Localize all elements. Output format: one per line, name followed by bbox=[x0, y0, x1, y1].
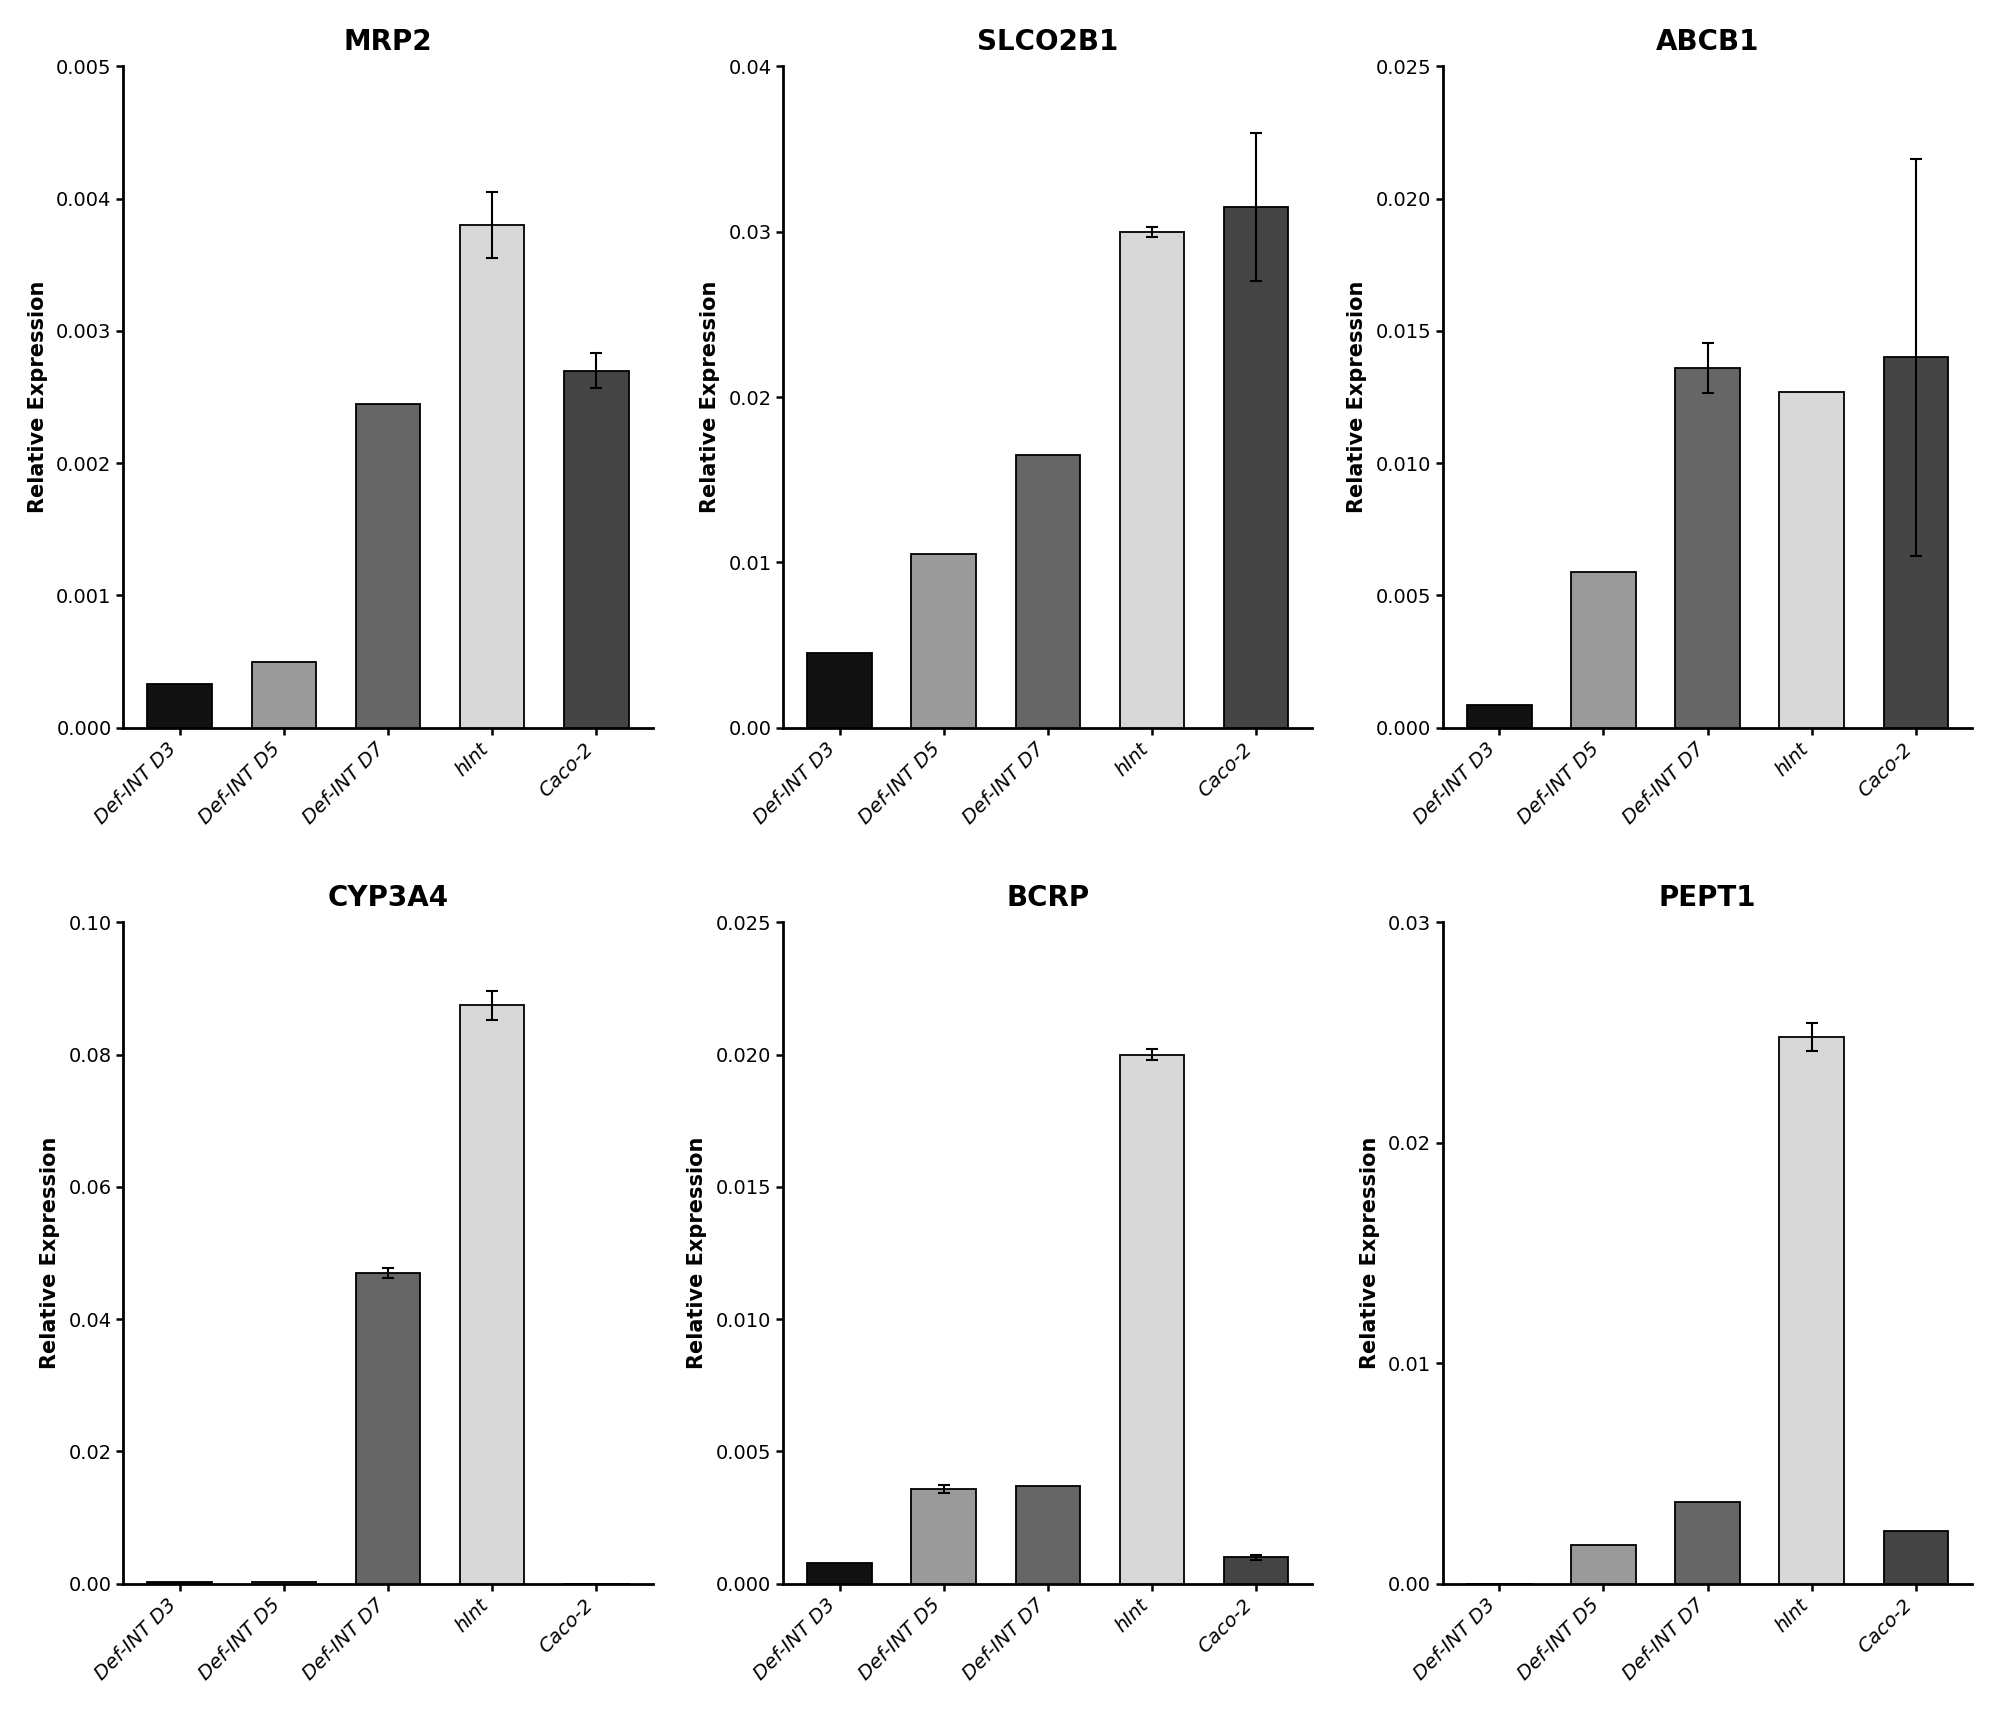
Title: PEPT1: PEPT1 bbox=[1658, 883, 1756, 912]
Y-axis label: Relative Expression: Relative Expression bbox=[1360, 1137, 1380, 1370]
Bar bbox=[1120, 231, 1184, 728]
Bar bbox=[1468, 705, 1532, 728]
Bar bbox=[1676, 1501, 1740, 1584]
Bar bbox=[808, 1563, 872, 1584]
Bar bbox=[912, 555, 976, 728]
Bar bbox=[912, 1488, 976, 1584]
Y-axis label: Relative Expression: Relative Expression bbox=[40, 1137, 60, 1370]
Bar bbox=[252, 661, 316, 728]
Bar bbox=[148, 685, 212, 728]
Title: BCRP: BCRP bbox=[1006, 883, 1090, 912]
Bar bbox=[808, 654, 872, 728]
Bar bbox=[1016, 1486, 1080, 1584]
Bar bbox=[1884, 1531, 1948, 1584]
Title: CYP3A4: CYP3A4 bbox=[328, 883, 448, 912]
Y-axis label: Relative Expression: Relative Expression bbox=[700, 281, 720, 514]
Bar bbox=[1120, 1055, 1184, 1584]
Bar bbox=[460, 226, 524, 728]
Bar bbox=[1780, 1037, 1844, 1584]
Bar bbox=[1224, 1558, 1288, 1584]
Bar bbox=[1468, 1584, 1532, 1590]
Bar bbox=[1676, 368, 1740, 728]
Bar bbox=[564, 1584, 628, 1587]
Title: SLCO2B1: SLCO2B1 bbox=[978, 27, 1118, 56]
Bar bbox=[1884, 358, 1948, 728]
Bar bbox=[460, 1005, 524, 1584]
Bar bbox=[564, 372, 628, 728]
Bar bbox=[356, 1274, 420, 1584]
Bar bbox=[356, 404, 420, 728]
Title: ABCB1: ABCB1 bbox=[1656, 27, 1760, 56]
Y-axis label: Relative Expression: Relative Expression bbox=[28, 281, 48, 514]
Bar bbox=[1572, 1546, 1636, 1584]
Y-axis label: Relative Expression: Relative Expression bbox=[688, 1137, 708, 1370]
Bar bbox=[1224, 207, 1288, 728]
Bar bbox=[1572, 572, 1636, 728]
Title: MRP2: MRP2 bbox=[344, 27, 432, 56]
Y-axis label: Relative Expression: Relative Expression bbox=[1348, 281, 1368, 514]
Bar bbox=[1780, 392, 1844, 728]
Bar bbox=[1016, 455, 1080, 728]
